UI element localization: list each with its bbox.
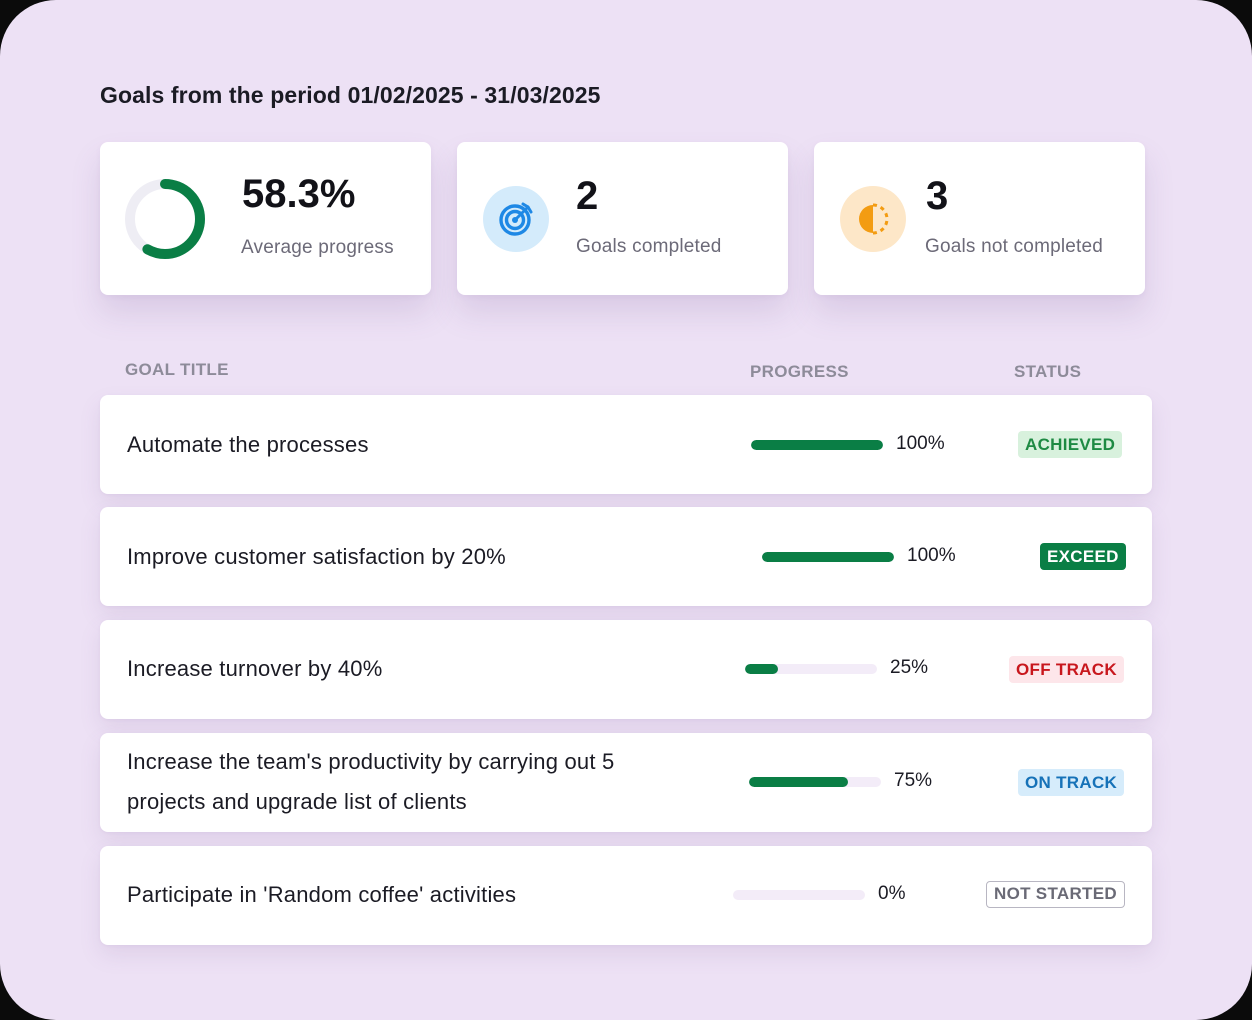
goal-row[interactable]: Increase turnover by 40% 25% OFF TRACK [100, 620, 1152, 719]
status-badge: ACHIEVED [1018, 431, 1123, 458]
progress-bar-fill [762, 552, 894, 562]
progress-percent: 100% [907, 545, 956, 566]
goal-title: Automate the processes [127, 432, 369, 457]
progress-bar [762, 552, 894, 562]
status-badge: ON TRACK [1018, 769, 1125, 796]
progress-bar [745, 664, 877, 674]
progress-percent: 75% [894, 770, 933, 791]
average-progress-card: 58.3% Average progress [100, 142, 431, 295]
progress-percent: 25% [890, 657, 929, 678]
target-icon [483, 186, 549, 252]
progress-bar [733, 890, 865, 900]
goal-title: Increase turnover by 40% [127, 656, 383, 681]
status-badge: NOT STARTED [986, 881, 1125, 908]
progress-bar-fill [749, 777, 848, 787]
average-progress-value: 58.3% [242, 172, 356, 216]
page-title: Goals from the period 01/02/2025 - 31/03… [100, 82, 601, 108]
goal-row[interactable]: Automate the processes 100% ACHIEVED [100, 395, 1152, 494]
goal-title: Improve customer satisfaction by 20% [127, 544, 506, 569]
status-badge: OFF TRACK [1009, 656, 1124, 683]
progress-ring [125, 179, 205, 259]
progress-percent: 100% [896, 433, 945, 454]
goals-completed-value: 2 [576, 174, 599, 218]
progress-ring-arc [125, 179, 205, 259]
column-header-status: STATUS [1014, 362, 1082, 381]
goal-title-line-2: projects and upgrade list of clients [127, 789, 467, 814]
progress-bar-fill [751, 440, 883, 450]
goals-not-completed-value: 3 [926, 174, 949, 218]
progress-percent: 0% [878, 883, 906, 904]
goal-title-line-1: Increase the team's productivity by carr… [127, 749, 615, 774]
goals-completed-card: 2 Goals completed [457, 142, 788, 295]
goals-completed-label: Goals completed [576, 236, 722, 257]
half-circle-icon [840, 186, 906, 252]
progress-bar [749, 777, 881, 787]
goals-not-completed-card: 3 Goals not completed [814, 142, 1145, 295]
status-badge: EXCEED [1040, 543, 1126, 570]
progress-bar [751, 440, 883, 450]
average-progress-label: Average progress [241, 237, 394, 258]
goals-not-completed-label: Goals not completed [925, 236, 1104, 257]
goal-row[interactable]: Improve customer satisfaction by 20% 100… [100, 507, 1152, 606]
goal-title: Participate in 'Random coffee' activitie… [127, 882, 517, 907]
column-header-goal-title: GOAL TITLE [125, 360, 229, 379]
goal-row[interactable]: Increase the team's productivity by carr… [100, 733, 1152, 832]
progress-bar-fill [745, 664, 778, 674]
column-header-progress: PROGRESS [750, 362, 849, 381]
goal-row[interactable]: Participate in 'Random coffee' activitie… [100, 846, 1152, 945]
